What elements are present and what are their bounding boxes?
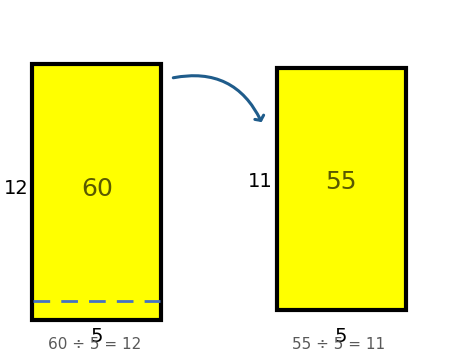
Text: 12: 12 [4,179,29,198]
Text: 5: 5 [90,327,103,346]
Text: 5: 5 [335,327,348,346]
Bar [32,64,161,320]
Text: 60 ÷ 5 = 12: 60 ÷ 5 = 12 [48,337,141,352]
Text: 11: 11 [248,172,273,191]
Bar [277,68,406,310]
Text: 55: 55 [325,169,357,194]
Text: 55 ÷ 5 = 11: 55 ÷ 5 = 11 [292,337,385,352]
Text: 60: 60 [81,177,113,201]
